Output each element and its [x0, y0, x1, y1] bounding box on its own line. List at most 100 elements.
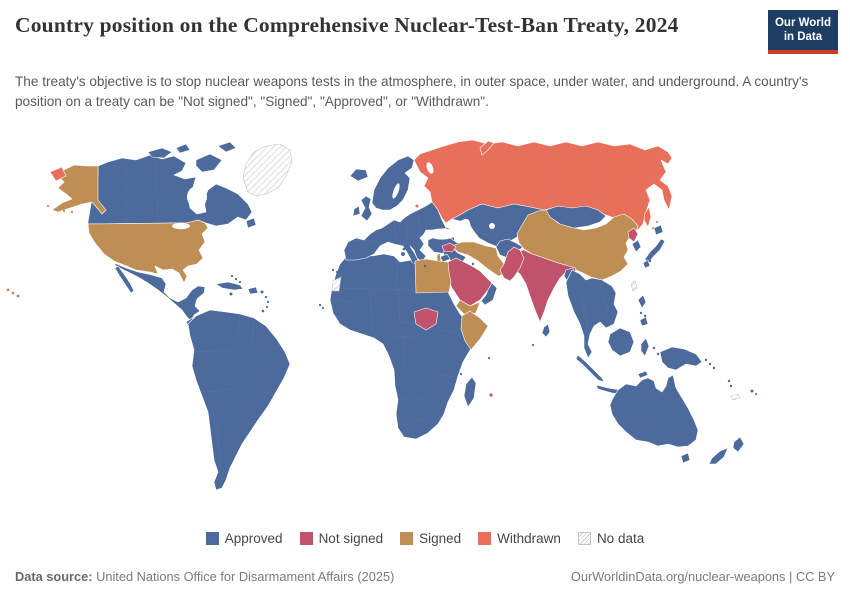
country-timor[interactable] [637, 370, 649, 379]
country-aleutians[interactable] [54, 207, 58, 211]
country-canada[interactable] [87, 154, 253, 227]
country-ireland[interactable] [352, 205, 361, 217]
country-alaska[interactable] [51, 164, 107, 215]
country-vanuatu[interactable] [729, 384, 733, 388]
country-shikoku[interactable] [648, 259, 652, 263]
country-hispaniola[interactable] [247, 286, 259, 295]
country-sicily[interactable] [410, 263, 414, 267]
country-maldives[interactable] [531, 343, 535, 347]
country-moluccas[interactable] [656, 352, 660, 356]
country-greenland[interactable] [242, 143, 293, 197]
country-aleutians[interactable] [62, 209, 66, 213]
country-ellesmere-island[interactable] [217, 141, 237, 153]
country-crete-cyprus[interactable] [443, 257, 447, 261]
country-moluccas[interactable] [652, 346, 656, 350]
country-moluccas[interactable] [643, 314, 647, 318]
country-sakhalin[interactable] [643, 206, 652, 228]
legend-item-no_data[interactable]: No data [577, 531, 644, 546]
country-south-america[interactable] [187, 309, 291, 491]
owid-link[interactable]: OurWorldinData.org/nuclear-weapons | CC … [570, 569, 835, 584]
country-aleutians[interactable] [46, 204, 50, 208]
country-north-korea[interactable] [627, 227, 639, 243]
country-new-guinea[interactable] [659, 346, 703, 371]
legend-item-approved[interactable]: Approved [205, 531, 283, 546]
country-sumatra[interactable] [575, 354, 605, 383]
country-yemen[interactable] [455, 299, 481, 315]
country-seychelles[interactable] [487, 356, 491, 360]
country-novaya-zemlya[interactable] [479, 140, 495, 156]
country-crete-cyprus[interactable] [423, 264, 427, 268]
country-vanuatu[interactable] [727, 379, 731, 383]
country-cuba[interactable] [215, 281, 244, 291]
country-lesser-antilles[interactable] [264, 295, 268, 299]
country-canary-islands[interactable] [335, 270, 339, 274]
country-somalia[interactable] [460, 310, 489, 351]
legend-item-signed[interactable]: Signed [400, 531, 461, 546]
country-australia[interactable] [609, 374, 699, 448]
country-mauritius[interactable] [489, 393, 493, 397]
country-baffin-island[interactable] [195, 153, 223, 173]
country-united-states[interactable] [87, 219, 209, 284]
country-southeast-asia[interactable] [565, 269, 619, 359]
country-south-korea[interactable] [631, 239, 642, 253]
country-jamaica[interactable] [229, 292, 233, 296]
country-lesser-antilles[interactable] [266, 300, 270, 304]
country-solomon-islands[interactable] [704, 358, 708, 362]
country-madagascar[interactable] [463, 376, 477, 408]
country-bahamas[interactable] [234, 277, 238, 281]
country-canary-islands[interactable] [331, 268, 335, 272]
country-united-kingdom[interactable] [360, 195, 373, 222]
country-aleutians[interactable] [70, 210, 74, 214]
country-sardinia[interactable] [401, 252, 405, 256]
country-japan-hokkaido[interactable] [653, 224, 664, 236]
country-victoria-island[interactable] [147, 147, 173, 159]
country-iceland[interactable] [349, 168, 369, 182]
country-solomon-islands[interactable] [712, 366, 716, 370]
country-sulawesi[interactable] [640, 337, 650, 357]
country-comoros[interactable] [459, 372, 463, 376]
country-kuwait[interactable] [471, 262, 475, 266]
country-cape-verde[interactable] [321, 306, 325, 310]
country-moluccas[interactable] [639, 311, 643, 315]
country-hawaii[interactable] [16, 294, 20, 298]
country-egypt[interactable] [414, 258, 452, 294]
country-philippines-luzon[interactable] [637, 294, 647, 309]
country-scandinavia[interactable] [371, 155, 415, 211]
country-syria[interactable] [441, 242, 457, 253]
country-taiwan[interactable] [630, 280, 638, 292]
country-hawaii[interactable] [6, 288, 10, 292]
country-hawaii[interactable] [11, 291, 15, 295]
country-bahamas[interactable] [230, 274, 234, 278]
country-mexico-central-america[interactable] [113, 262, 206, 322]
country-western-sahara[interactable] [331, 276, 342, 292]
country-oman[interactable] [480, 282, 498, 306]
country-fiji[interactable] [755, 393, 757, 395]
legend-item-not_signed[interactable]: Not signed [299, 531, 383, 546]
country-pakistan[interactable] [499, 246, 525, 282]
country-arctic-island[interactable] [175, 143, 191, 154]
country-tasmania[interactable] [680, 452, 691, 464]
country-kuril-islands[interactable] [652, 227, 654, 229]
country-sri-lanka[interactable] [541, 323, 551, 338]
country-lesser-antilles[interactable] [265, 305, 269, 309]
country-new-zealand-south[interactable] [708, 447, 729, 465]
country-lesser-antilles[interactable] [261, 309, 265, 313]
country-puerto-rico[interactable] [260, 290, 264, 294]
country-kuril-islands[interactable] [656, 221, 658, 223]
country-newfoundland[interactable] [245, 217, 257, 229]
country-mongolia[interactable] [545, 205, 607, 229]
country-new-zealand-north[interactable] [732, 436, 745, 453]
country-solomon-islands[interactable] [708, 362, 712, 366]
country-baja-california[interactable] [114, 265, 135, 294]
country-india[interactable] [509, 249, 577, 323]
country-kaliningrad[interactable] [415, 204, 419, 208]
country-russia-chukotka-west[interactable] [49, 166, 67, 182]
country-sardinia[interactable] [402, 247, 406, 251]
legend-item-withdrawn[interactable]: Withdrawn [478, 531, 561, 546]
country-borneo[interactable] [607, 327, 635, 357]
country-new-caledonia[interactable] [730, 393, 741, 401]
country-fiji[interactable] [750, 389, 754, 393]
world-map[interactable] [0, 130, 850, 522]
country-bahamas[interactable] [238, 280, 242, 284]
country-philippines-mindanao[interactable] [639, 316, 649, 327]
